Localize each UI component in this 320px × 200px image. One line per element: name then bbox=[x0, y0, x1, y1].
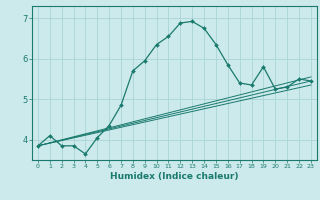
X-axis label: Humidex (Indice chaleur): Humidex (Indice chaleur) bbox=[110, 172, 239, 181]
